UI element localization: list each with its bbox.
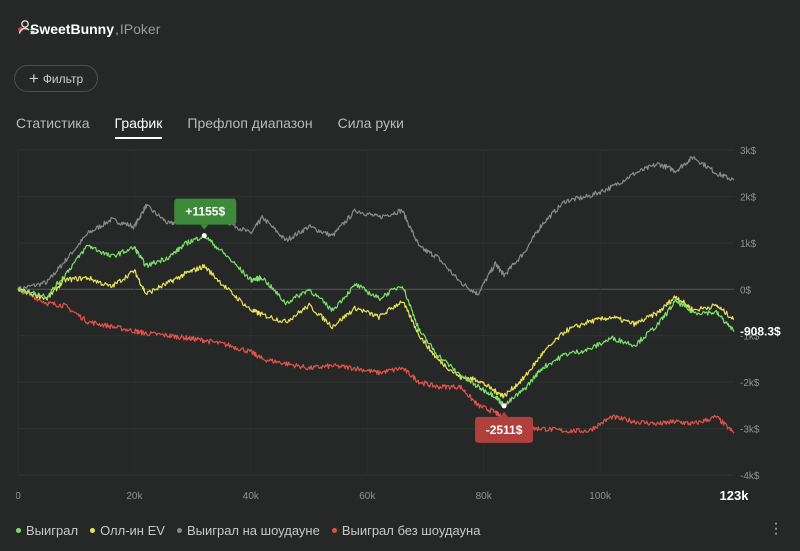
player-header: SweetBunny , IPoker — [18, 18, 160, 40]
current-value-label: -908.3$ — [740, 324, 781, 338]
legend-item-allin-ev[interactable]: Олл-ин EV — [90, 523, 165, 538]
series-line-allin-ev — [17, 264, 735, 399]
legend-marker-non-showdown — [331, 528, 337, 533]
filter-label: Фильтр — [42, 71, 84, 86]
x-tick-label: 20k — [126, 491, 143, 502]
legend-marker-showdown — [176, 528, 182, 533]
y-tick-label: 2k$ — [740, 192, 757, 203]
series-line-non-showdown — [17, 287, 735, 434]
min-badge-label: -2511$ — [486, 423, 523, 437]
min-badge — [475, 416, 534, 443]
series-line-showdown — [17, 156, 735, 296]
chart-legend: Выиграл Олл-ин EV Выиграл на шоудауне Вы… — [16, 523, 492, 538]
header-separator: , — [115, 21, 119, 37]
min-badge-pointer — [500, 411, 509, 417]
x-max-label: 123k — [720, 488, 750, 503]
max-badge-label: +1155$ — [185, 205, 225, 219]
filter-button[interactable]: + Фильтр — [14, 65, 98, 92]
legend-label-won: Выиграл — [26, 523, 79, 538]
legend-label-showdown: Выиграл на шоудауне — [186, 523, 320, 538]
x-tick-label: 60k — [359, 491, 376, 502]
x-tick-label: 40k — [243, 491, 260, 502]
legend-marker-allin-ev — [90, 528, 96, 533]
legend-label-allin-ev: Олл-ин EV — [100, 523, 165, 538]
y-tick-label: -3k$ — [740, 425, 760, 436]
x-tick-label: 100k — [589, 491, 612, 502]
y-tick-label: 0$ — [740, 285, 752, 296]
y-tick-label: 3k$ — [740, 146, 757, 157]
legend-item-showdown[interactable]: Выиграл на шоудауне — [176, 523, 320, 538]
y-tick-label: -4k$ — [740, 471, 760, 482]
legend-marker-won — [16, 528, 21, 533]
tab-preflop-range[interactable]: Префлоп диапазон — [187, 115, 313, 131]
legend-label-non-showdown: Выиграл без шоудауна — [341, 523, 481, 538]
x-tick-label: 80k — [476, 491, 493, 502]
min-point — [501, 403, 507, 409]
y-tick-label: -2k$ — [740, 378, 760, 389]
more-vertical-icon[interactable]: · · · — [773, 515, 779, 542]
max-badge — [174, 198, 237, 225]
tab-hand-strength[interactable]: Сила руки — [337, 115, 404, 131]
room-name: IPoker — [119, 21, 161, 37]
y-tick-label: -1k$ — [740, 332, 760, 343]
plus-icon: + — [28, 69, 39, 88]
legend-item-non-showdown[interactable]: Выиграл без шоудауна — [331, 523, 481, 538]
tab-bar: Статистика График Префлоп диапазон Сила … — [16, 115, 429, 139]
tab-statistics[interactable]: Статистика — [16, 115, 90, 131]
tab-graph[interactable]: График — [114, 115, 163, 139]
series-line-won — [17, 233, 735, 409]
y-tick-label: 1k$ — [740, 239, 757, 250]
user-settings-icon[interactable] — [18, 18, 36, 36]
x-tick-label: 0 — [16, 491, 21, 502]
max-point — [201, 233, 207, 239]
winnings-chart[interactable]: 3k$ 2k$ 1k$ 0$ -1k$ -2k$ -3k$ -4k$ 0 20k 40k 60k 80k… — [16, 145, 800, 505]
max-badge-pointer — [200, 224, 209, 230]
player-name: SweetBunny — [30, 21, 115, 37]
chart-svg: 3k$ 2k$ 1k$ 0$ -1k$ -2k$ -3k$ -4k$ 0 20k 40k 60k 80k… — [16, 146, 781, 503]
status-dot — [18, 26, 23, 32]
legend-item-won[interactable]: Выиграл — [16, 523, 78, 538]
